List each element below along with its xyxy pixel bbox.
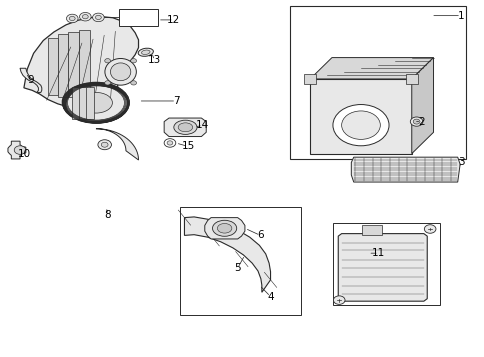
Circle shape xyxy=(101,142,108,147)
Polygon shape xyxy=(350,157,459,182)
Text: 14: 14 xyxy=(196,120,209,130)
Text: 1: 1 xyxy=(457,11,464,21)
Text: 13: 13 xyxy=(148,55,161,65)
FancyBboxPatch shape xyxy=(79,87,87,119)
Ellipse shape xyxy=(110,63,131,81)
Polygon shape xyxy=(204,218,244,239)
Circle shape xyxy=(95,15,101,20)
Circle shape xyxy=(131,59,136,63)
Circle shape xyxy=(69,16,75,21)
Text: 9: 9 xyxy=(27,75,34,85)
Text: 11: 11 xyxy=(372,248,385,258)
Polygon shape xyxy=(24,17,138,108)
Circle shape xyxy=(341,111,379,139)
FancyBboxPatch shape xyxy=(333,223,439,305)
Ellipse shape xyxy=(105,59,136,85)
Circle shape xyxy=(332,105,388,146)
Text: 2: 2 xyxy=(417,117,424,127)
FancyBboxPatch shape xyxy=(362,225,381,235)
Polygon shape xyxy=(184,217,270,292)
Text: 6: 6 xyxy=(257,230,263,240)
Polygon shape xyxy=(310,79,411,154)
Text: 5: 5 xyxy=(234,263,241,273)
Text: 10: 10 xyxy=(17,149,30,159)
Polygon shape xyxy=(58,35,68,97)
FancyBboxPatch shape xyxy=(289,6,466,159)
Polygon shape xyxy=(96,129,138,160)
Circle shape xyxy=(92,13,104,22)
Ellipse shape xyxy=(79,92,112,113)
Circle shape xyxy=(98,140,111,150)
FancyBboxPatch shape xyxy=(72,87,79,119)
Text: 4: 4 xyxy=(267,292,273,302)
Polygon shape xyxy=(48,38,58,95)
FancyBboxPatch shape xyxy=(86,87,94,119)
Ellipse shape xyxy=(173,120,197,134)
Circle shape xyxy=(79,12,91,21)
Text: 8: 8 xyxy=(105,210,111,220)
Circle shape xyxy=(333,296,344,305)
FancyBboxPatch shape xyxy=(179,207,300,316)
Polygon shape xyxy=(68,32,79,97)
Polygon shape xyxy=(411,57,433,154)
FancyBboxPatch shape xyxy=(405,74,417,84)
Ellipse shape xyxy=(138,48,153,56)
Text: 7: 7 xyxy=(173,96,179,106)
Circle shape xyxy=(14,146,26,154)
Polygon shape xyxy=(164,118,206,136)
Circle shape xyxy=(424,225,435,233)
Circle shape xyxy=(105,59,110,63)
Text: 12: 12 xyxy=(167,15,180,25)
Text: 15: 15 xyxy=(182,141,195,151)
Circle shape xyxy=(166,141,172,145)
Polygon shape xyxy=(8,141,26,159)
Ellipse shape xyxy=(62,82,129,123)
Polygon shape xyxy=(79,30,90,97)
Circle shape xyxy=(412,119,419,124)
Ellipse shape xyxy=(217,223,231,233)
Circle shape xyxy=(66,14,78,23)
Polygon shape xyxy=(310,57,433,79)
Polygon shape xyxy=(20,68,42,92)
Ellipse shape xyxy=(212,220,236,236)
Circle shape xyxy=(131,81,136,85)
Polygon shape xyxy=(337,233,426,301)
FancyBboxPatch shape xyxy=(119,9,158,26)
Text: 3: 3 xyxy=(457,157,464,167)
Circle shape xyxy=(105,81,110,85)
FancyBboxPatch shape xyxy=(304,74,316,84)
Circle shape xyxy=(409,117,422,126)
Ellipse shape xyxy=(178,123,192,132)
Ellipse shape xyxy=(141,50,150,55)
Circle shape xyxy=(82,15,88,19)
